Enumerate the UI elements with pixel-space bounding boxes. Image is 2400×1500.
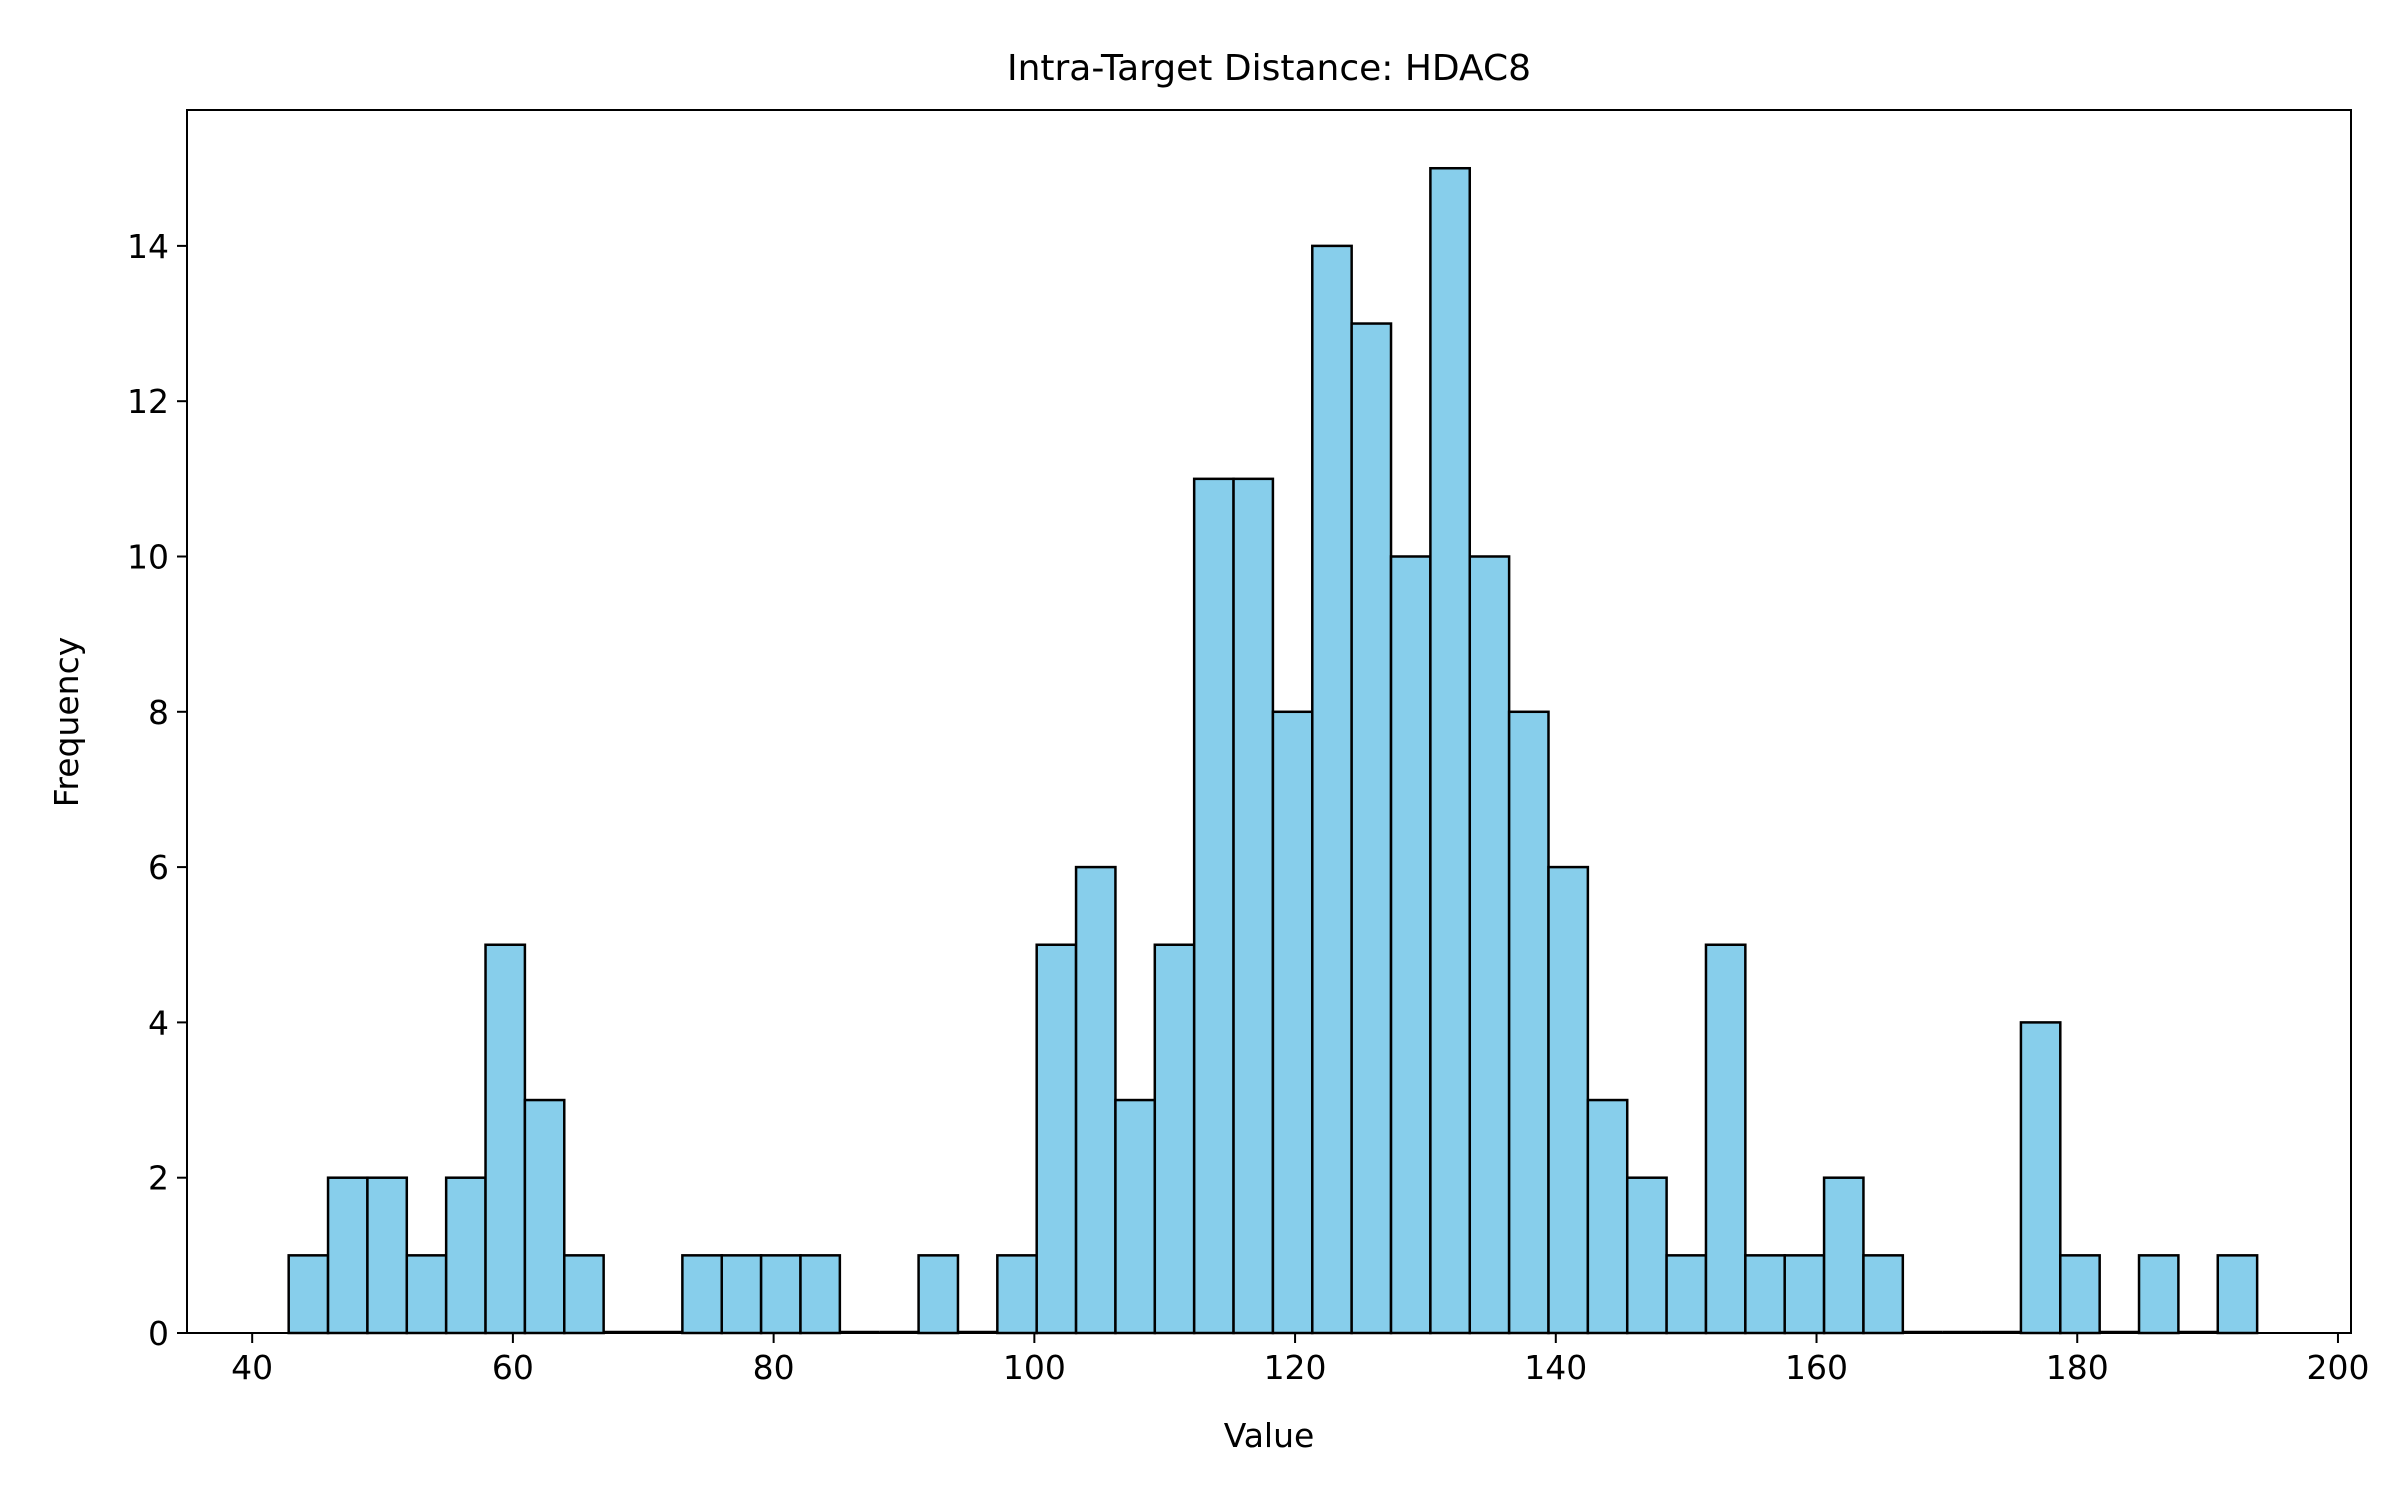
x-tick-label: 80 <box>753 1348 795 1387</box>
histogram-bar <box>523 1098 566 1335</box>
y-tick-label: 4 <box>148 1003 169 1042</box>
plot-frame <box>186 109 2352 1334</box>
histogram-bar <box>2216 1254 2259 1335</box>
histogram-bar <box>563 1254 605 1335</box>
y-tick-label: 0 <box>148 1314 169 1353</box>
histogram-bar <box>1665 1254 1708 1335</box>
y-tick-label: 14 <box>127 227 169 266</box>
histogram-bar <box>1429 166 1472 1335</box>
chart-title: Intra-Target Distance: HDAC8 <box>1007 48 1531 89</box>
y-tick-label: 2 <box>148 1159 169 1198</box>
x-tick-label: 120 <box>1264 1348 1327 1387</box>
x-tick-label: 140 <box>1524 1348 1587 1387</box>
histogram-bar <box>1625 1176 1668 1335</box>
x-tick-label: 160 <box>1785 1348 1848 1387</box>
x-tick-label: 200 <box>2306 1348 2369 1387</box>
histogram-bar <box>1192 477 1235 1335</box>
y-tick-label: 8 <box>148 693 169 732</box>
histogram-bar <box>799 1254 842 1335</box>
histogram-bar <box>1389 555 1432 1335</box>
histogram-bar <box>1153 943 1196 1335</box>
bars-group <box>287 166 2259 1335</box>
histogram-bar <box>720 1254 763 1335</box>
histogram-bar <box>1311 244 1353 1335</box>
histogram-bar <box>1114 1098 1157 1335</box>
histogram-bar <box>366 1176 409 1335</box>
histogram-bar <box>681 1254 723 1335</box>
x-tick-label: 40 <box>231 1348 273 1387</box>
histogram-bar <box>2137 1254 2180 1335</box>
x-axis-ticks: 40 60 80 100 120 140 160 180 200 <box>231 1333 2369 1387</box>
histogram-bar <box>1468 555 1511 1335</box>
y-tick-label: 6 <box>148 848 169 887</box>
y-tick-label: 10 <box>127 537 169 576</box>
histogram-bar <box>1035 943 1078 1335</box>
x-tick-label: 60 <box>492 1348 534 1387</box>
x-tick-label: 180 <box>2046 1348 2109 1387</box>
histogram-bar <box>996 1254 1038 1335</box>
x-tick-label: 100 <box>1003 1348 1066 1387</box>
histogram-bar <box>1822 1176 1865 1335</box>
histogram-bar <box>1271 710 1314 1335</box>
histogram-bar <box>917 1254 960 1335</box>
histogram-bar <box>2019 1021 2062 1335</box>
histogram-bar <box>1586 1098 1629 1335</box>
histogram-bar <box>484 943 527 1335</box>
histogram-bar <box>1704 943 1747 1335</box>
histogram-bar <box>1783 1254 1826 1335</box>
histogram-bar <box>2059 1254 2101 1335</box>
histogram-bar <box>1074 865 1117 1335</box>
histogram-bar <box>1232 477 1275 1335</box>
histogram-bar <box>405 1254 448 1335</box>
histogram-bar <box>326 1176 369 1335</box>
y-tick-label: 12 <box>127 382 169 421</box>
y-axis-label: Frequency <box>47 637 86 807</box>
histogram-bar <box>1350 322 1393 1335</box>
x-axis-label: Value <box>1224 1416 1315 1455</box>
histogram-bar <box>287 1254 330 1335</box>
histogram-bar <box>444 1176 487 1335</box>
histogram-bar <box>759 1254 802 1335</box>
histogram-bar <box>1862 1254 1905 1335</box>
histogram-bar <box>1507 710 1550 1335</box>
histogram-bar <box>1547 865 1590 1335</box>
histogram-bar <box>1744 1254 1786 1335</box>
y-axis-ticks: 0 2 4 6 8 10 12 14 <box>127 227 187 1353</box>
